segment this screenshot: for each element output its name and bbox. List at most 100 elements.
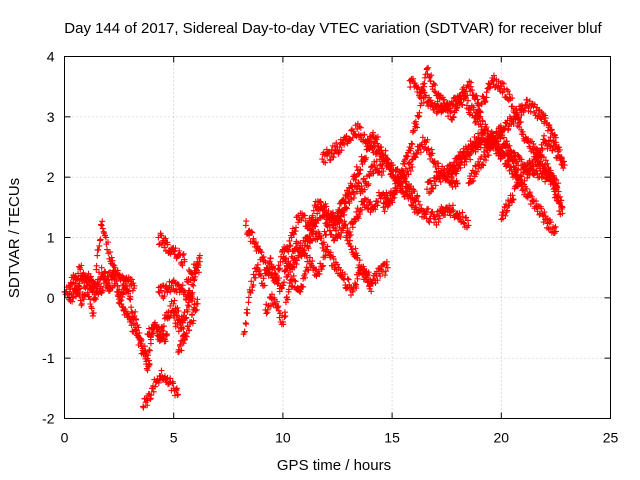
data-point [179, 282, 186, 289]
data-point [244, 310, 251, 317]
data-point [344, 193, 351, 200]
data-point [518, 183, 525, 190]
data-point [483, 94, 490, 101]
data-point [243, 321, 250, 328]
data-point [346, 228, 353, 235]
data-point [380, 152, 387, 159]
data-point [415, 198, 422, 205]
data-point [78, 302, 85, 309]
data-point [361, 195, 368, 202]
data-point [407, 167, 414, 174]
data-point [365, 180, 372, 187]
data-point [319, 263, 326, 270]
data-point [120, 290, 127, 297]
data-point [175, 307, 182, 314]
data-point [189, 320, 196, 327]
data-point [347, 292, 354, 299]
data-point [382, 272, 389, 279]
data-point [349, 288, 356, 295]
data-point [518, 173, 525, 180]
data-point [178, 259, 185, 266]
data-point [78, 300, 85, 307]
tick-labels: 0 5 10 15 20 25 -2 -1 0 1 2 3 4 [42, 49, 618, 446]
data-point [559, 204, 566, 211]
data-point [394, 183, 401, 190]
data-point [144, 367, 151, 374]
data-point [405, 160, 412, 167]
data-point [547, 219, 554, 226]
data-point [280, 282, 287, 289]
data-point [301, 242, 308, 249]
y-tick-label: -1 [42, 350, 55, 366]
data-point [320, 262, 327, 269]
data-point [546, 121, 553, 128]
data-point [365, 171, 372, 178]
data-point [547, 134, 554, 141]
data-point [155, 380, 162, 387]
data-point [430, 80, 437, 87]
data-point [520, 131, 527, 138]
data-point [96, 276, 103, 283]
data-point [333, 139, 340, 146]
data-point [343, 132, 350, 139]
data-point [297, 288, 304, 295]
data-point [361, 186, 368, 193]
data-point [448, 173, 455, 180]
data-point [173, 312, 180, 319]
data-point [443, 176, 450, 183]
data-point [546, 138, 553, 145]
data-point [113, 278, 120, 285]
data-point [363, 154, 370, 161]
data-point [280, 321, 287, 328]
data-point [175, 282, 182, 289]
data-point [337, 216, 344, 223]
data-point [428, 146, 435, 153]
data-point [180, 250, 187, 257]
data-point [486, 146, 493, 153]
data-point [114, 282, 121, 289]
data-point [117, 298, 124, 305]
data-point [138, 343, 145, 350]
data-point [373, 198, 380, 205]
data-point [461, 220, 468, 227]
data-point [551, 139, 558, 146]
data-point [357, 124, 364, 131]
data-point [382, 268, 389, 275]
data-point [87, 274, 94, 281]
data-point [275, 275, 282, 282]
data-point [404, 188, 411, 195]
data-point [285, 271, 292, 278]
data-point [415, 113, 422, 120]
data-point [354, 252, 361, 259]
data-point [145, 357, 152, 364]
data-point [99, 225, 106, 232]
data-point [195, 262, 202, 269]
data-point [551, 132, 558, 139]
data-point [327, 249, 334, 256]
data-point [273, 274, 280, 281]
data-point [552, 191, 559, 198]
data-point [482, 157, 489, 164]
data-point [518, 156, 525, 163]
data-point [172, 309, 179, 316]
data-point [405, 171, 412, 178]
data-point [268, 263, 275, 270]
data-point [142, 353, 149, 360]
data-point [445, 103, 452, 110]
x-axis-label: GPS time / hours [277, 457, 391, 474]
data-point [152, 322, 159, 329]
data-point [293, 257, 300, 264]
data-point [160, 323, 167, 330]
data-point [485, 152, 492, 159]
data-point [103, 275, 110, 282]
data-point [358, 185, 365, 192]
data-point [560, 165, 567, 172]
data-point [84, 282, 91, 289]
data-point [544, 160, 551, 167]
data-point [421, 80, 428, 87]
data-point [447, 108, 454, 115]
data-point [145, 363, 152, 370]
data-point [463, 158, 470, 165]
data-point [500, 80, 507, 87]
